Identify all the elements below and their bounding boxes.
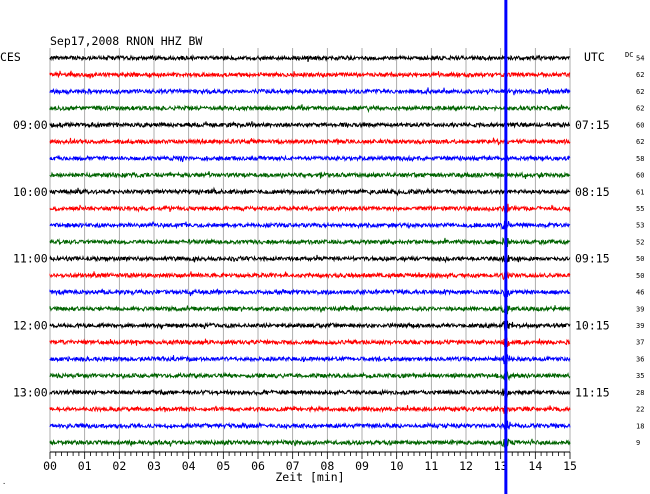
minute-grid [49, 48, 571, 452]
dc-value-21: 28 [636, 389, 644, 397]
x-tick-label-02: 02 [112, 459, 126, 473]
trace-20 [49, 370, 571, 382]
x-tick-label-10: 10 [390, 459, 404, 473]
dc-value-13: 50 [636, 255, 644, 263]
x-tick-label-03: 03 [147, 459, 161, 473]
x-tick-label-08: 08 [320, 459, 334, 473]
dc-value-7: 58 [636, 155, 644, 163]
trace-2 [49, 70, 571, 79]
dc-value-23: 18 [636, 422, 644, 430]
trace-4 [49, 104, 571, 114]
trace-3 [49, 87, 571, 96]
dc-value-12: 52 [636, 238, 644, 246]
x-tick-label-15: 15 [563, 459, 577, 473]
dc-value-20: 35 [636, 372, 644, 380]
right-hour-label-0815: 08:15 [575, 185, 610, 199]
trace-17 [49, 320, 571, 333]
left-hour-label-1300: 13:00 [13, 385, 48, 399]
right-hour-label-1115: 11:15 [575, 385, 610, 399]
x-tick-label-01: 01 [78, 459, 92, 473]
dc-value-14: 50 [636, 272, 644, 280]
dc-value-19: 36 [636, 355, 644, 363]
right-hour-label-1015: 10:15 [575, 319, 610, 333]
dc-value-15: 46 [636, 289, 644, 297]
dc-value-17: 39 [636, 322, 644, 330]
trace-5 [49, 120, 571, 129]
x-tick-label-13: 13 [494, 459, 508, 473]
trace-11 [49, 220, 571, 231]
trace-15 [49, 288, 571, 299]
trace-16 [49, 302, 571, 315]
x-tick-label-09: 09 [355, 459, 369, 473]
trace-21 [49, 387, 571, 398]
trace-12 [49, 237, 571, 248]
x-tick-label-12: 12 [459, 459, 473, 473]
chart-header: Sep17,2008 RNON HHZ BW [50, 34, 202, 48]
dc-value-1: 54 [636, 55, 644, 63]
x-tick-label-06: 06 [251, 459, 265, 473]
trace-19 [49, 354, 571, 365]
trace-9 [49, 186, 571, 197]
left-timezone-label: CES [0, 50, 21, 64]
dc-value-5: 60 [636, 121, 644, 129]
left-hour-label-0900: 09:00 [13, 118, 48, 132]
trace-14 [49, 271, 571, 282]
trace-6 [49, 137, 571, 146]
dc-value-18: 37 [636, 339, 644, 347]
dc-value-3: 62 [636, 88, 644, 96]
x-tick-label-05: 05 [216, 459, 230, 473]
x-tick-label-00: 00 [43, 459, 57, 473]
trace-22 [49, 405, 571, 414]
dc-value-9: 61 [636, 188, 644, 196]
x-axis-label: Zeit [min] [275, 470, 344, 484]
x-tick-label-11: 11 [424, 459, 438, 473]
x-axis: 00 01 02 03 04 05 06 07 08 09 10 11 12 13 14 15 Zeit [mi… [43, 451, 577, 484]
trace-8 [49, 171, 571, 180]
x-tick-label-07: 07 [286, 459, 300, 473]
trace-18 [49, 337, 571, 347]
dc-value-4: 62 [636, 105, 644, 113]
bottom-left-mark: . [2, 478, 6, 486]
x-tick-label-14: 14 [528, 459, 542, 473]
dc-value-6: 62 [636, 138, 644, 146]
dc-value-16: 39 [636, 305, 644, 313]
dc-value-8: 60 [636, 172, 644, 180]
trace-23 [49, 420, 571, 430]
left-hour-label-1200: 12:00 [13, 319, 48, 333]
right-hour-label-0915: 09:15 [575, 252, 610, 266]
x-tick-label-04: 04 [182, 459, 196, 473]
dc-value-10: 55 [636, 205, 644, 213]
trace-10 [49, 203, 571, 214]
dc-label: DC [625, 51, 633, 59]
seismic-traces [49, 54, 571, 448]
left-hour-label-1000: 10:00 [13, 185, 48, 199]
trace-7 [49, 154, 571, 163]
side-labels: Sep17,2008 RNON HHZ BW CES UTC DC 54 62 62 62 60… [0, 34, 644, 486]
right-timezone-label: UTC [584, 50, 605, 64]
left-hour-label-1100: 11:00 [13, 252, 48, 266]
trace-24 [49, 438, 571, 448]
dc-value-22: 22 [636, 406, 644, 414]
trace-13 [49, 250, 571, 265]
dc-value-2: 62 [636, 71, 644, 79]
dc-value-24: 9 [636, 439, 640, 447]
dc-value-11: 53 [636, 222, 644, 230]
trace-1 [49, 54, 571, 63]
right-hour-label-0715: 07:15 [575, 118, 610, 132]
